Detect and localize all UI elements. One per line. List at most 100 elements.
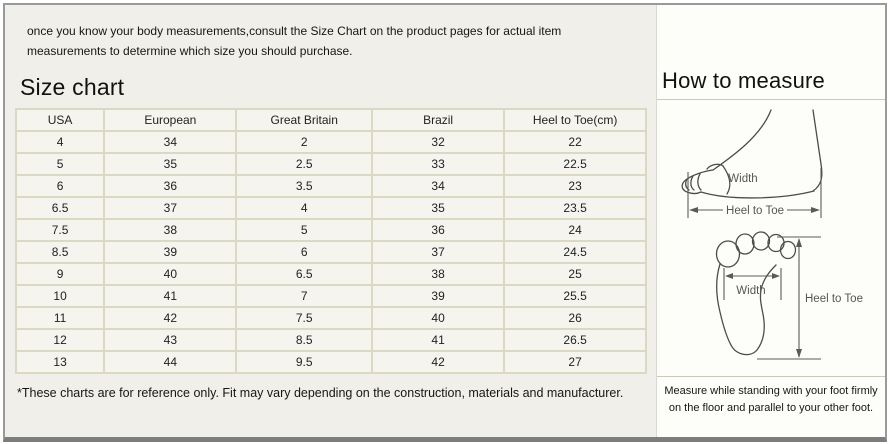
table-cell: 26.5: [503, 327, 647, 352]
column-header: USA: [14, 107, 106, 132]
table-cell: 37: [370, 239, 506, 264]
toe: [735, 233, 755, 255]
table-cell: 24.5: [503, 239, 647, 264]
size-chart-section: once you know your body measurements,con…: [5, 5, 656, 437]
table-cell: 34: [370, 173, 506, 198]
table-cell: 4: [14, 129, 106, 154]
table-cell: 38: [370, 261, 506, 286]
foot-ball-curve: [722, 165, 731, 195]
width-label: Width: [728, 173, 757, 185]
foot-front-leg-line: [712, 109, 772, 171]
table-cell: 23.5: [503, 195, 647, 220]
table-cell: 6.5: [14, 195, 106, 220]
toe-arc: [690, 175, 695, 191]
footprint-outline: [715, 263, 777, 356]
size-chart-table: USA European Great Britain Brazil Heel to To…: [14, 107, 647, 374]
column-header: Brazil: [370, 107, 506, 132]
arrow-left-icon: [725, 273, 733, 279]
table-cell: 2: [235, 129, 373, 154]
table-cell: 39: [103, 239, 238, 264]
table-cell: 42: [370, 349, 506, 374]
table-cell: 43: [103, 327, 238, 352]
table-cell: 7.5: [235, 305, 373, 330]
column-header: Heel to Toe(cm): [503, 107, 647, 132]
table-row: 11 42 7.5 40 26: [14, 305, 647, 330]
table-cell: 7.5: [14, 217, 106, 242]
table-cell: 35: [103, 151, 238, 176]
heel-to-toe-label: Heel to Toe: [726, 205, 784, 217]
table-body: 4 34 2 32 22 5 35 2.5 33 22.5 6 36 3.5 34 23 6.5 37 4 35 23…: [14, 129, 647, 374]
table-cell: 24: [503, 217, 647, 242]
table-cell: 4: [235, 195, 373, 220]
table-row: 8.5 39 6 37 24.5: [14, 239, 647, 264]
table-cell: 25: [503, 261, 647, 286]
foot-side-view-diagram: Width Heel to Toe: [681, 109, 823, 218]
arrow-up-icon: [796, 238, 802, 247]
width-label: Width: [736, 285, 765, 297]
big-toe: [715, 240, 741, 268]
heel-to-toe-label: Heel to Toe: [805, 293, 863, 305]
table-cell: 26: [503, 305, 647, 330]
table-cell: 8.5: [14, 239, 106, 264]
table-cell: 5: [14, 151, 106, 176]
table-cell: 5: [235, 217, 373, 242]
table-cell: 6: [14, 173, 106, 198]
table-cell: 42: [103, 305, 238, 330]
size-chart-title: Size chart: [20, 73, 125, 100]
table-cell: 34: [103, 129, 238, 154]
arrow-left-icon: [689, 207, 698, 213]
toe-arc: [697, 173, 702, 191]
footprint-top-view-diagram: Width Heel to Toe: [715, 231, 863, 360]
table-header: USA European Great Britain Brazil Heel to To…: [14, 107, 647, 132]
table-cell: 41: [103, 283, 238, 308]
intro-text: once you know your body measurements,con…: [27, 24, 562, 58]
table-cell: 35: [370, 195, 506, 220]
table-cell: 22.5: [503, 151, 647, 176]
table-cell: 41: [370, 327, 506, 352]
column-header: Great Britain: [235, 107, 373, 132]
table-cell: 23: [503, 173, 647, 198]
table-cell: 6: [235, 239, 373, 264]
table-cell: 10: [14, 283, 106, 308]
table-cell: 25.5: [503, 283, 647, 308]
table-cell: 33: [370, 151, 506, 176]
measurement-diagrams: Width Heel to Toe: [657, 100, 885, 377]
measure-instruction: Measure while standing with your foot fi…: [664, 385, 878, 415]
toe: [779, 240, 797, 260]
table-cell: 11: [14, 305, 106, 330]
reference-footnote: *These charts are for reference only. Fi…: [17, 385, 624, 400]
table-cell: 22: [503, 129, 647, 154]
table-row: 13 44 9.5 42 27: [14, 349, 647, 374]
arrow-down-icon: [796, 349, 802, 358]
table-row: 5 35 2.5 33 22.5: [14, 151, 647, 176]
arrow-right-icon: [811, 207, 820, 213]
table-cell: 12: [14, 327, 106, 352]
foot-toe-outline: [681, 169, 714, 195]
table-cell: 40: [370, 305, 506, 330]
how-to-measure-title: How to measure: [662, 68, 825, 93]
table-cell: 9.5: [235, 349, 373, 374]
table-cell: 38: [103, 217, 238, 242]
table-row: 6.5 37 4 35 23.5: [14, 195, 647, 220]
table-header-row: USA European Great Britain Brazil Heel to To…: [14, 107, 647, 132]
table-row: 9 40 6.5 38 25: [14, 261, 647, 286]
foot-instep-bump: [706, 163, 724, 170]
table-cell: 36: [370, 217, 506, 242]
table-cell: 8.5: [235, 327, 373, 352]
table-cell: 36: [103, 173, 238, 198]
toe: [751, 231, 771, 251]
table-cell: 13: [14, 349, 106, 374]
how-to-measure-header: How to measure: [657, 5, 885, 100]
table-cell: 44: [103, 349, 238, 374]
table-cell: 9: [14, 261, 106, 286]
table-cell: 7: [235, 283, 373, 308]
size-guide-panel: once you know your body measurements,con…: [3, 3, 887, 442]
table-cell: 39: [370, 283, 506, 308]
table-cell: 3.5: [235, 173, 373, 198]
table-row: 4 34 2 32 22: [14, 129, 647, 154]
table-row: 10 41 7 39 25.5: [14, 283, 647, 308]
column-header: European: [103, 107, 238, 132]
table-row: 6 36 3.5 34 23: [14, 173, 647, 198]
table-cell: 2.5: [235, 151, 373, 176]
table-cell: 40: [103, 261, 238, 286]
